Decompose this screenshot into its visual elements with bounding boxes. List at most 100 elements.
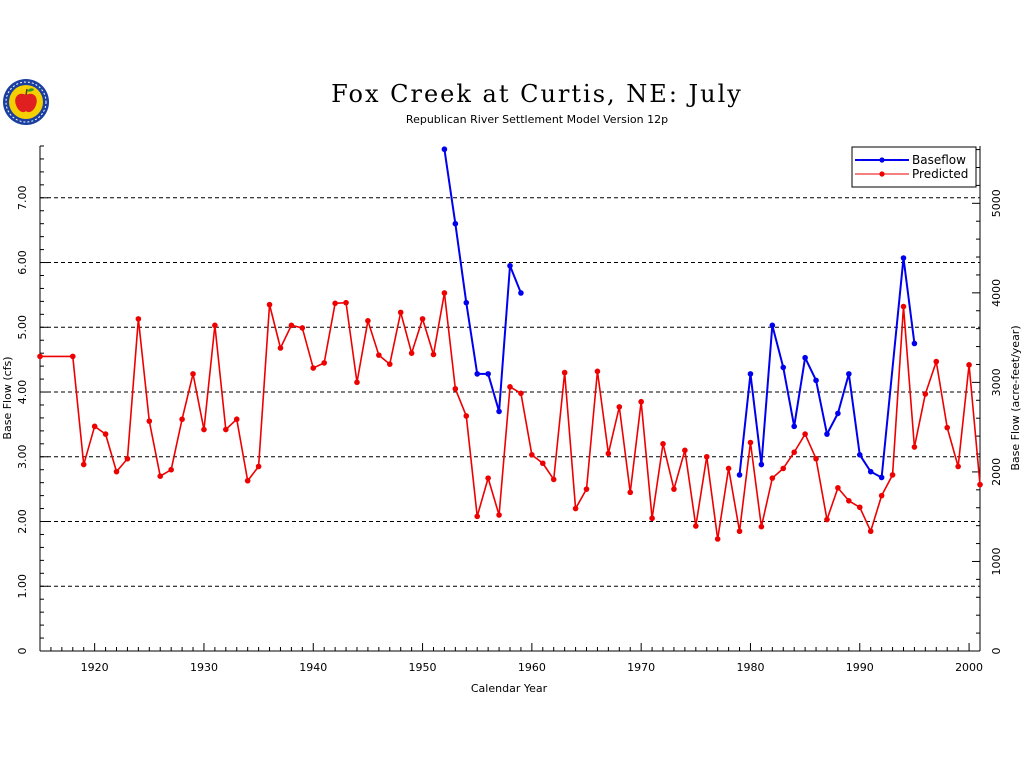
- predicted-line-segment: [957, 364, 970, 467]
- predicted-point: [846, 497, 852, 504]
- predicted-line-segment: [673, 450, 686, 490]
- predicted-line-segment: [268, 304, 282, 349]
- predicted-line-segment: [520, 393, 533, 455]
- predicted-point: [408, 350, 415, 356]
- y-left-tick-label: 0: [16, 648, 29, 655]
- baseflow-line-segment: [509, 265, 522, 294]
- x-axis-label: Calendar Year: [471, 682, 548, 695]
- predicted-line-segment: [301, 327, 315, 369]
- predicted-point: [376, 352, 382, 358]
- x-tick-label: 1980: [736, 661, 764, 674]
- predicted-point: [616, 404, 623, 410]
- baseflow-line-segment: [498, 265, 511, 412]
- predicted-line-segment: [760, 477, 774, 527]
- predicted-line-segment: [793, 433, 806, 453]
- baseflow-point: [846, 371, 852, 377]
- predicted-line-segment: [126, 318, 140, 459]
- predicted-line-segment: [913, 393, 927, 448]
- predicted-line-segment: [891, 306, 905, 475]
- baseflow-line-segment: [465, 302, 479, 375]
- predicted-point: [233, 416, 240, 423]
- predicted-point: [550, 476, 557, 483]
- y-right-tick-label: 2000: [990, 458, 1003, 486]
- baseflow-point: [878, 474, 885, 481]
- legend-baseflow-label: Baseflow: [912, 153, 966, 167]
- baseflow-line-segment: [847, 373, 861, 455]
- legend-baseflow-marker: [879, 157, 885, 163]
- predicted-line-segment: [574, 488, 588, 509]
- baseflow-point: [441, 146, 448, 153]
- predicted-line-segment: [454, 388, 468, 417]
- baseflow-point: [900, 255, 907, 261]
- predicted-point: [430, 351, 437, 358]
- plot-frame: [39, 146, 981, 652]
- y-right-tick-label: 4000: [990, 279, 1003, 307]
- predicted-point: [244, 477, 251, 484]
- baseflow-line-segment: [771, 325, 785, 368]
- chart-title: Fox Creek at Curtis, NE: July: [331, 80, 743, 108]
- predicted-line-segment: [203, 325, 216, 430]
- predicted-point: [332, 300, 338, 307]
- baseflow-point: [911, 340, 918, 347]
- baseflow-point: [791, 423, 797, 430]
- predicted-line-segment: [968, 364, 981, 485]
- baseflow-line-segment: [749, 373, 763, 465]
- predicted-point: [190, 371, 196, 377]
- predicted-line-segment: [214, 325, 227, 430]
- y-right-tick-label: 5000: [990, 189, 1003, 217]
- predicted-line-segment: [82, 426, 96, 465]
- baseflow-line-segment: [804, 357, 817, 381]
- x-tick-label: 1930: [190, 661, 218, 674]
- baseflow-line-segment: [487, 373, 501, 412]
- baseflow-point: [824, 431, 830, 437]
- baseflow-point: [496, 408, 502, 415]
- baseflow-line-segment: [815, 380, 828, 435]
- baseflow-line-segment: [880, 257, 905, 478]
- series-layer: [37, 146, 983, 542]
- predicted-point: [201, 426, 207, 433]
- predicted-point: [911, 444, 918, 450]
- predicted-point: [835, 485, 841, 491]
- x-tick-label: 1920: [81, 661, 109, 674]
- predicted-point: [179, 416, 185, 423]
- predicted-point: [955, 463, 961, 470]
- predicted-line-segment: [115, 458, 129, 473]
- predicted-point: [529, 452, 535, 458]
- predicted-line-segment: [607, 406, 621, 454]
- predicted-line-segment: [279, 324, 293, 349]
- baseflow-line-segment: [738, 373, 752, 476]
- predicted-point: [496, 512, 502, 518]
- baseflow-line-segment: [858, 454, 872, 473]
- predicted-point: [321, 360, 327, 366]
- predicted-point: [518, 390, 524, 397]
- predicted-point: [255, 463, 262, 470]
- legend-predicted-marker: [879, 171, 885, 177]
- predicted-line-segment: [880, 474, 894, 496]
- predicted-point: [102, 431, 109, 437]
- predicted-point: [168, 466, 174, 473]
- chart-subtitle: Republican River Settlement Model Versio…: [406, 113, 668, 126]
- predicted-point: [966, 362, 972, 368]
- predicted-point: [277, 345, 284, 351]
- baseflow-point: [518, 290, 524, 296]
- predicted-point: [867, 528, 874, 535]
- predicted-point: [397, 309, 404, 316]
- predicted-line-segment: [695, 456, 708, 527]
- predicted-point: [146, 418, 153, 424]
- y-left-tick-label: 4.00: [16, 380, 29, 405]
- predicted-point: [365, 318, 371, 324]
- predicted-line-segment: [388, 312, 402, 365]
- baseflow-point: [813, 377, 819, 384]
- predicted-line-segment: [935, 361, 948, 428]
- y-left-tick-label: 3.00: [16, 445, 29, 470]
- predicted-line-segment: [399, 312, 413, 354]
- predicted-point: [791, 449, 797, 456]
- y-left-tick-label: 2.00: [16, 509, 29, 534]
- predicted-line-segment: [705, 456, 719, 540]
- logo: [1, 77, 51, 127]
- y-right-tick-label: 1000: [990, 547, 1003, 575]
- x-axis: 1920 1930 1940 1950 1960 1970 1980 1990 2000: [39, 643, 983, 674]
- predicted-line-segment: [323, 303, 336, 364]
- baseflow-line-segment: [902, 257, 916, 344]
